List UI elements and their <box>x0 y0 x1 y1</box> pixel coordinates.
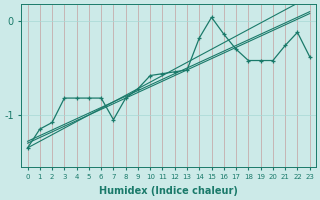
X-axis label: Humidex (Indice chaleur): Humidex (Indice chaleur) <box>99 186 238 196</box>
